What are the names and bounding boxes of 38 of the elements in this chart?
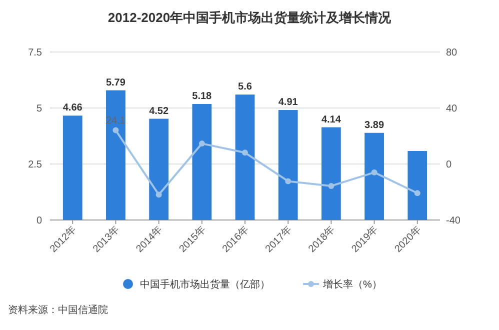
- point: [112, 127, 119, 134]
- y2-tick-label: 40: [446, 104, 458, 114]
- data-label: 5.6: [238, 82, 252, 93]
- y-tick-label: 2.5: [28, 160, 42, 170]
- point: [328, 182, 334, 189]
- data-label: 5.79: [106, 77, 126, 88]
- legend-label: 中国手机市场出货量（亿部）: [140, 278, 270, 290]
- y-tick-label: 0: [36, 216, 42, 226]
- y2-tick-label: -40: [446, 216, 461, 226]
- data-label: 4.66: [62, 102, 83, 114]
- point: [242, 150, 248, 156]
- y-tick-label: 5: [36, 104, 42, 114]
- bar: [408, 151, 428, 220]
- data-label: 4.52: [149, 106, 169, 117]
- bar: [278, 110, 298, 220]
- data-label: 3.89: [364, 120, 384, 131]
- bar: [364, 132, 384, 220]
- point: [414, 190, 420, 196]
- point: [156, 192, 162, 198]
- legend-label: 增长率（%）: [322, 278, 382, 290]
- bar: [235, 94, 255, 220]
- bar: [192, 104, 212, 220]
- bar: [62, 116, 82, 220]
- point: [285, 178, 292, 184]
- y2-tick-label: 0: [446, 160, 452, 170]
- point: [371, 169, 378, 176]
- bar: [106, 90, 126, 220]
- y-tick-label: 7.5: [28, 48, 42, 58]
- chart-title: 2012-2020年中国手机市场出货量统计及增长情况: [108, 10, 392, 25]
- text: 资料来源：中国信通院: [8, 304, 108, 316]
- data-label: 4.91: [278, 97, 298, 108]
- data-label: 4.14: [321, 114, 342, 126]
- data-label: 24.1: [106, 115, 126, 126]
- y2-tick-label: 80: [446, 48, 458, 58]
- data-label: 5.18: [192, 90, 212, 102]
- point: [198, 140, 205, 147]
- bar: [149, 118, 169, 220]
- bar: [321, 127, 341, 220]
